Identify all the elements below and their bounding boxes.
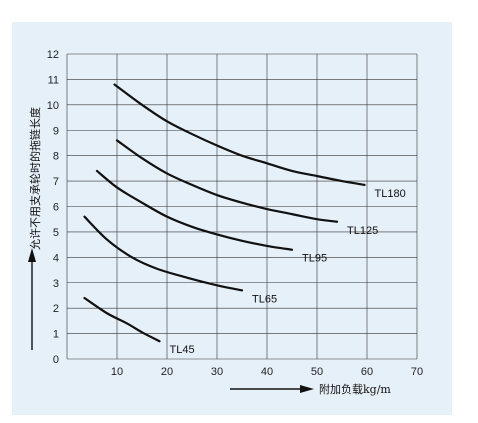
x-axis-arrow-head — [300, 385, 314, 393]
x-axis-label: 附加负载kg/m — [319, 382, 391, 396]
x-tick-labels: 10 20 30 40 50 60 70 — [111, 366, 423, 378]
y-tick-label: 2 — [53, 303, 59, 315]
x-tick-label: 70 — [411, 366, 423, 378]
x-tick-label: 30 — [211, 366, 223, 378]
series-line-tl65 — [83, 215, 244, 292]
x-tick-label: 50 — [311, 366, 323, 378]
y-tick-label: 7 — [53, 176, 59, 188]
x-tick-label: 40 — [261, 366, 273, 378]
y-tick-label: 9 — [53, 125, 59, 137]
series-line-tl45 — [83, 296, 161, 343]
series-lines — [83, 83, 366, 343]
y-axis-arrow-head — [28, 248, 36, 262]
y-tick-label: 6 — [53, 202, 59, 214]
y-tick-label: 0 — [53, 354, 59, 366]
series-label-tl180: TL180 — [375, 188, 406, 200]
series-label-tl45: TL45 — [170, 344, 195, 356]
y-tick-label: 8 — [53, 151, 59, 163]
y-tick-label: 3 — [53, 278, 59, 290]
series-label-tl65: TL65 — [252, 293, 277, 305]
y-tick-label: 4 — [53, 252, 59, 264]
chart-panel: 0 1 2 3 4 5 6 7 8 9 10 11 12 10 20 30 40 50 60 70 TL45 TL65… — [12, 22, 452, 415]
series-labels: TL45 TL65 TL95 TL125 TL180 — [170, 188, 406, 356]
series-label-tl95: TL95 — [302, 253, 327, 265]
y-tick-label: 11 — [48, 74, 59, 86]
y-tick-label: 12 — [47, 49, 59, 61]
series-label-tl125: TL125 — [347, 225, 378, 237]
y-tick-label: 1 — [53, 329, 59, 341]
series-line-tl125 — [115, 139, 339, 223]
x-tick-label: 60 — [361, 366, 373, 378]
x-tick-label: 20 — [161, 366, 173, 378]
y-tick-label: 5 — [53, 227, 59, 239]
x-tick-label: 10 — [111, 366, 123, 378]
y-tick-label: 10 — [47, 100, 59, 112]
series-line-tl95 — [95, 169, 294, 251]
y-axis-label: 允许不用支承轮时的拖链长度 — [28, 107, 42, 250]
series-line-tl180 — [113, 83, 366, 186]
grid-lines — [66, 53, 418, 360]
